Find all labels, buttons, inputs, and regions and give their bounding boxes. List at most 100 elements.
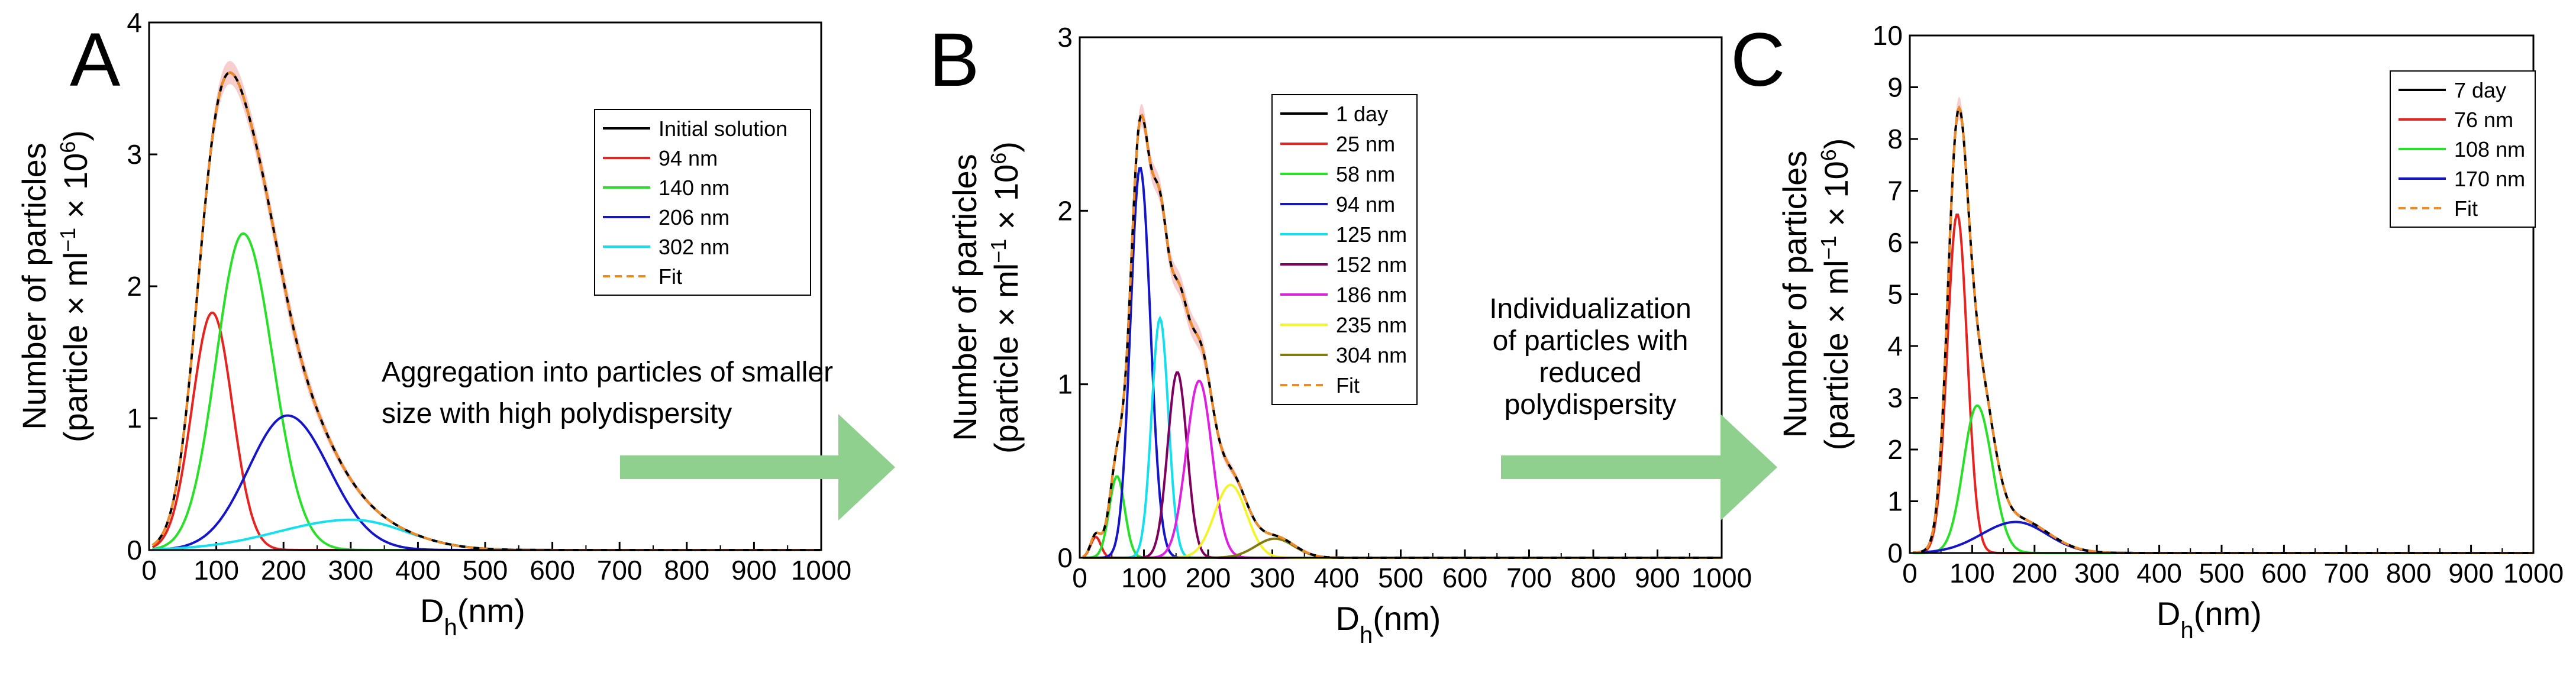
plot-frame — [1079, 36, 1723, 559]
legend-label: 25 nm — [1336, 132, 1395, 156]
x-tick-label: 400 — [2136, 558, 2182, 589]
panel-b: B 0 100 200 300 400 500 600 700 800 900 1000 0 1 2 3 D… — [929, 18, 1752, 648]
x-tick-label: 100 — [1949, 558, 1995, 589]
y-axis-label-line1: Number of particles — [1776, 151, 1813, 438]
x-tick-label: 500 — [1378, 562, 1423, 593]
legend-label: 235 nm — [1336, 313, 1407, 337]
legend-label: 94 nm — [1336, 192, 1395, 216]
component-curve-76nm — [1913, 214, 2533, 554]
transition-arrow-icon — [1501, 414, 1777, 520]
x-tick-label: 400 — [395, 555, 441, 586]
legend-label: Fit — [2454, 196, 2478, 221]
legend-label: 304 nm — [1336, 343, 1407, 367]
y-tick-label: 8 — [1887, 124, 1903, 154]
legend-label: 170 nm — [2454, 167, 2525, 191]
y-axis-label-line1: Number of particles — [15, 143, 53, 430]
legend-box — [594, 109, 811, 296]
x-tick-label: 600 — [2261, 558, 2307, 589]
legend-label: 108 nm — [2454, 137, 2525, 161]
y-tick-label: 3 — [1887, 383, 1903, 413]
legend-box — [1271, 94, 1418, 405]
panel-label-a: A — [70, 18, 121, 102]
y-tick-label: 3 — [127, 139, 142, 170]
x-tick-label: 900 — [731, 555, 777, 586]
legend-label: 206 nm — [658, 205, 729, 229]
x-tick-label: 700 — [2323, 558, 2369, 589]
y-tick-label: 4 — [127, 7, 142, 38]
confidence-band — [1083, 104, 1721, 558]
legend-label: 7 day — [2454, 78, 2506, 102]
annotation-line: of particles with — [1493, 325, 1689, 357]
component-curve-206nm — [152, 414, 821, 551]
x-tick-label: 500 — [2199, 558, 2245, 589]
y-axis-label-line2: (particle × ml−1 × 106) — [56, 130, 95, 442]
annotation-line: Individualization — [1489, 293, 1691, 325]
x-tick-label: 800 — [664, 555, 709, 586]
annotation-line: polydispersity — [1505, 389, 1677, 421]
y-tick-label: 2 — [127, 271, 142, 302]
axis-ticks: 0 100 200 300 400 500 600 700 800 900 1000 0 1 2 3 4 5 6 7… — [1873, 20, 2564, 589]
transition-b-to-c: Individualization of particles with redu… — [1489, 293, 1777, 520]
x-tick-label: 1000 — [2503, 558, 2564, 589]
x-axis-label: Dh(nm) — [420, 592, 525, 641]
x-tick-label: 200 — [1186, 562, 1231, 593]
x-tick-label: 0 — [1072, 562, 1087, 593]
legend-label: 152 nm — [1336, 253, 1407, 277]
legend: Initial solution 94 nm 140 nm 206 nm 302 nm F… — [594, 109, 811, 296]
annotation-line: size with high polydispersity — [382, 398, 732, 429]
legend: 7 day 76 nm 108 nm 170 nm Fit — [2390, 70, 2536, 228]
legend-label: 302 nm — [658, 235, 729, 259]
axis-ticks: 0 100 200 300 400 500 600 700 800 900 1000 0 1 2 3 — [1057, 22, 1752, 593]
x-tick-label: 300 — [2074, 558, 2120, 589]
legend-label: Initial solution — [658, 117, 787, 141]
y-axis-label-line2: (particle × ml−1 × 106) — [1816, 138, 1855, 451]
legend-label: Fit — [1336, 373, 1360, 397]
transition-arrow-icon — [620, 414, 895, 520]
panel-label-c: C — [1731, 18, 1785, 102]
panel-label-b: B — [929, 18, 979, 102]
component-curve-94nm — [151, 311, 821, 551]
axis-ticks: 0 100 200 300 400 500 600 700 800 900 1000 0 1 2 3 4 — [127, 7, 851, 586]
x-tick-label: 500 — [463, 555, 508, 586]
panel-c: C 0 100 200 300 400 500 600 700 800 900 1000 0 1 2 3 4 5… — [1731, 18, 2564, 644]
x-tick-label: 200 — [2012, 558, 2057, 589]
y-tick-label: 0 — [1887, 538, 1903, 568]
y-axis-label-line1: Number of particles — [946, 154, 983, 441]
legend-label: 140 nm — [658, 176, 729, 200]
y-axis-label-line2: (particle × ml−1 × 106) — [986, 141, 1025, 454]
y-tick-label: 1 — [1887, 486, 1903, 517]
x-tick-label: 0 — [141, 555, 157, 586]
x-tick-label: 100 — [193, 555, 239, 586]
y-tick-label: 3 — [1057, 22, 1073, 53]
y-tick-label: 10 — [1873, 20, 1903, 51]
y-tick-label: 9 — [1887, 72, 1903, 103]
component-curve-58nm — [1083, 475, 1721, 559]
x-tick-label: 800 — [1571, 562, 1616, 593]
legend: 1 day 25 nm 58 nm 94 nm 125 nm 152 nm 186 nm 23… — [1271, 94, 1418, 405]
x-tick-label: 700 — [597, 555, 643, 586]
x-tick-label: 200 — [261, 555, 306, 586]
y-tick-label: 7 — [1887, 176, 1903, 206]
x-axis-label: Dh(nm) — [1336, 600, 1441, 648]
legend-label: 125 nm — [1336, 222, 1407, 247]
legend-label: Fit — [658, 264, 682, 289]
legend-label: 76 nm — [2454, 108, 2513, 132]
y-tick-label: 1 — [1057, 369, 1073, 400]
plot-frame — [148, 21, 822, 551]
y-tick-label: 1 — [127, 403, 142, 434]
y-tick-label: 0 — [1057, 542, 1073, 573]
y-tick-label: 0 — [127, 535, 142, 565]
x-tick-label: 100 — [1121, 562, 1167, 593]
component-curve-235nm — [1083, 483, 1721, 559]
transition-a-to-b: Aggregation into particles of smaller si… — [382, 357, 895, 520]
y-tick-label: 4 — [1887, 331, 1903, 361]
y-tick-label: 6 — [1887, 227, 1903, 258]
x-tick-label: 600 — [530, 555, 575, 586]
legend-label: 94 nm — [658, 146, 718, 170]
x-tick-label: 400 — [1314, 562, 1360, 593]
x-tick-label: 300 — [328, 555, 373, 586]
x-tick-label: 600 — [1442, 562, 1488, 593]
component-curve-108nm — [1913, 404, 2533, 554]
x-tick-label: 300 — [1250, 562, 1295, 593]
x-tick-label: 1000 — [791, 555, 851, 586]
